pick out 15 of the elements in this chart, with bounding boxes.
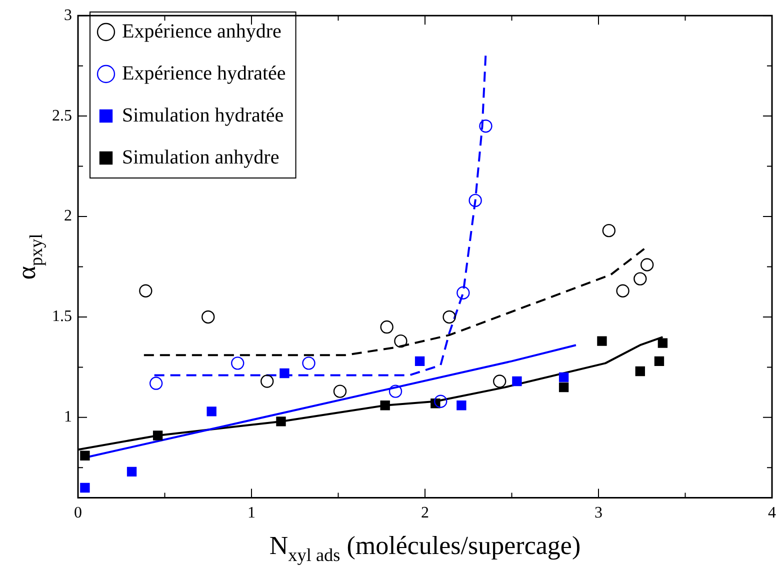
x-tick-label: 4 xyxy=(768,504,776,522)
x-tick-label: 0 xyxy=(74,504,82,522)
legend-label: Simulation anhydre xyxy=(122,146,280,168)
legend-label: Simulation hydratée xyxy=(122,104,284,126)
legend-label: Expérience hydratée xyxy=(122,62,286,84)
y-tick-label: 1 xyxy=(64,408,72,426)
y-axis-title: αpxyl xyxy=(12,234,46,280)
legend-label: Expérience anhydre xyxy=(122,20,282,42)
y-tick-label: 3 xyxy=(64,6,72,24)
x-tick-label: 3 xyxy=(594,504,602,522)
y-tick-label: 2.5 xyxy=(52,107,72,124)
x-tick-label: 2 xyxy=(421,504,429,522)
x-tick-label: 1 xyxy=(248,504,256,522)
y-tick-label: 1.5 xyxy=(52,308,72,326)
y-tick-label: 2 xyxy=(64,208,72,225)
